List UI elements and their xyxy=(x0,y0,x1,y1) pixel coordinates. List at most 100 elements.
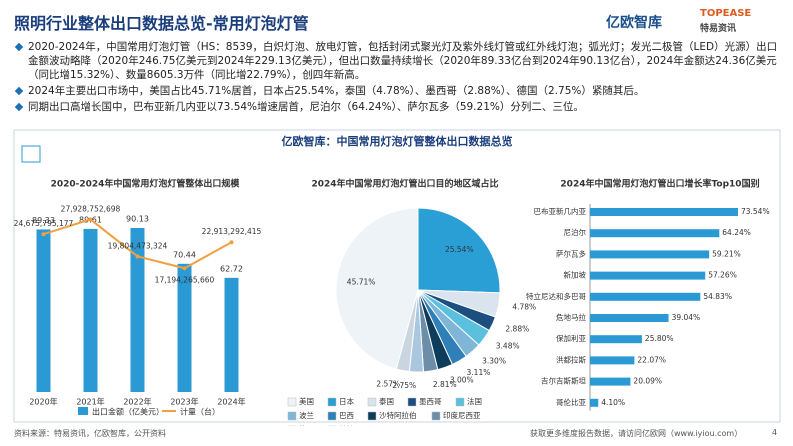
panel-title: 亿欧智库：中国常用灯泡灯管整体出口数据总览 xyxy=(282,134,513,148)
data-label: 73.54% xyxy=(741,207,770,216)
line-point xyxy=(229,240,234,245)
y-tick-label: 萨尔瓦多 xyxy=(556,248,586,258)
data-label: 19,804,473,324 xyxy=(108,241,168,250)
legend-label: 墨西哥 xyxy=(419,397,442,406)
y-tick-label: 巴布亚新几内亚 xyxy=(534,206,587,216)
data-label: 70.44 xyxy=(173,250,196,259)
line-point xyxy=(135,254,140,259)
logo-text: 特易资讯 xyxy=(700,24,737,34)
data-label: 62.72 xyxy=(220,264,243,273)
page-title: 照明行业整体出口数据总览-常用灯泡灯管 xyxy=(14,14,309,33)
legend-label: 德国 xyxy=(299,424,314,426)
bar xyxy=(590,250,710,259)
data-label: 64.24% xyxy=(722,228,751,237)
line-point xyxy=(41,232,46,237)
data-label: 2.88% xyxy=(505,325,529,334)
data-label: 57.26% xyxy=(708,271,737,280)
data-label: 39.04% xyxy=(672,313,701,322)
legend-label: 计量（台） xyxy=(180,407,220,417)
y-tick-label: 新加坡 xyxy=(564,270,587,280)
page-number: 4 xyxy=(772,428,778,437)
data-label: 17,194,265,660 xyxy=(155,275,215,284)
chart-title: 2020-2024年中国常用灯泡灯管整体出口规模 xyxy=(51,178,241,190)
bullet: 同期出口高增长国中，巴布亚新几内亚以73.54%增速居首，尼泊尔（64.24%）… xyxy=(14,100,782,114)
bullet-list: 2020-2024年，中国常用灯泡灯管（HS：8539，白炽灯泡、放电灯管，包括… xyxy=(14,40,782,116)
chart-title: 2024年中国常用灯泡灯管出口目的地区域占比 xyxy=(311,178,498,190)
data-label: 2.81% xyxy=(433,380,457,389)
bullet: 2020-2024年，中国常用灯泡灯管（HS：8539，白炽灯泡、放电灯管，包括… xyxy=(14,40,782,82)
bar xyxy=(590,398,599,407)
y-tick-label: 哥伦比亚 xyxy=(556,397,586,407)
x-tick-label: 2022年 xyxy=(123,397,151,407)
data-label: 59.21% xyxy=(712,249,741,258)
data-label: 45.71% xyxy=(347,277,376,286)
legend-label: 美国 xyxy=(299,396,314,406)
bar xyxy=(224,277,239,392)
legend-swatch xyxy=(78,407,88,415)
y-tick-label: 洪都拉斯 xyxy=(556,354,586,364)
data-label: 25.54% xyxy=(445,245,474,254)
y-tick-label: 危地马拉 xyxy=(556,312,586,322)
bar xyxy=(590,314,669,322)
pie-slice xyxy=(335,207,419,370)
x-tick-label: 2024年 xyxy=(217,397,245,407)
legend-swatch xyxy=(431,411,441,421)
legend-swatch xyxy=(287,411,297,421)
data-label: 54.83% xyxy=(703,292,732,301)
data-label: 25.80% xyxy=(645,334,674,343)
x-tick-label: 2023年 xyxy=(170,397,198,407)
legend-label: 其他 xyxy=(339,424,354,426)
chart-panel: 亿欧智库：中国常用灯泡灯管整体出口数据总览 2020-2024年中国常用灯泡灯管… xyxy=(13,129,781,426)
logo-text: 亿欧智库 xyxy=(606,15,662,31)
legend-swatch xyxy=(367,397,377,407)
logo-text: TOPEASE xyxy=(700,8,752,19)
legend-swatch xyxy=(455,397,465,407)
legend-label: 法国 xyxy=(467,396,482,406)
legend-label: 泰国 xyxy=(379,396,394,406)
data-label: 22,913,292,415 xyxy=(202,227,262,236)
legend-swatch xyxy=(367,411,377,421)
data-label: 4.10% xyxy=(601,398,625,407)
chart-title: 2024年中国常用灯泡灯管出口增长率Top10国别 xyxy=(560,178,759,190)
bar xyxy=(83,228,98,392)
legend-swatch xyxy=(407,397,417,407)
bar xyxy=(36,229,51,392)
legend-label: 日本 xyxy=(339,396,354,406)
legend-swatch xyxy=(327,397,337,407)
bar xyxy=(590,208,738,216)
data-label: 3.00% xyxy=(450,376,474,385)
data-label: 3.48% xyxy=(496,341,520,350)
x-tick-label: 2021年 xyxy=(76,397,104,407)
data-label: 2.75% xyxy=(392,381,416,390)
legend-label: 巴西 xyxy=(339,411,354,420)
data-label: 27,928,752,698 xyxy=(61,204,121,213)
y-tick-label: 特立尼达和多巴哥 xyxy=(526,291,586,301)
bar xyxy=(590,335,642,344)
data-label: 2.57% xyxy=(376,379,400,388)
legend-swatch xyxy=(287,397,297,407)
legend-swatch xyxy=(327,411,337,421)
data-label: 89.33 xyxy=(32,216,55,225)
data-label: 20.09% xyxy=(633,377,662,386)
legend-label: 沙特阿拉伯 xyxy=(379,410,417,420)
x-tick-label: 2020年 xyxy=(29,397,57,407)
data-label: 22.07% xyxy=(637,355,666,364)
legend-label: 波兰 xyxy=(299,410,314,420)
data-label: 24,675,795,177 xyxy=(14,219,74,228)
pie-slice xyxy=(417,207,501,294)
icon xyxy=(21,145,41,163)
bar xyxy=(590,292,701,301)
y-tick-label: 尼泊尔 xyxy=(564,227,587,237)
bar xyxy=(130,227,145,392)
data-label: 4.78% xyxy=(512,303,536,312)
bar xyxy=(590,271,706,280)
bar xyxy=(590,229,720,238)
source: 资料来源：特易资讯，亿欧智库，公开资料 xyxy=(14,429,166,438)
pie-slice xyxy=(395,289,419,373)
bar xyxy=(590,377,631,386)
line-point xyxy=(88,217,93,222)
legend-label: 出口金额（亿美元） xyxy=(92,407,164,417)
line-point xyxy=(182,266,187,271)
bar xyxy=(177,263,192,392)
